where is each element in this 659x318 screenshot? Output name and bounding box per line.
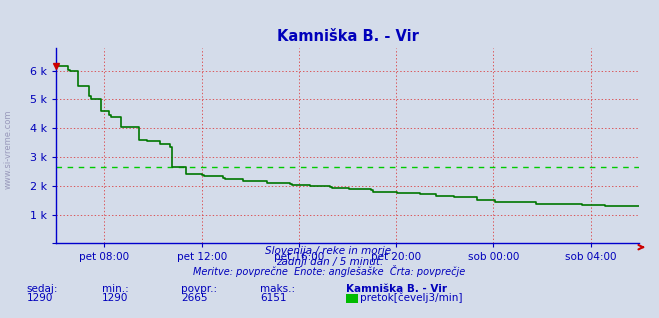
Text: min.:: min.:: [102, 284, 129, 294]
Text: Kamniška B. - Vir: Kamniška B. - Vir: [346, 284, 447, 294]
Text: maks.:: maks.:: [260, 284, 295, 294]
Text: 2665: 2665: [181, 294, 208, 303]
Text: Meritve: povprečne  Enote: anglešaške  Črta: povprečje: Meritve: povprečne Enote: anglešaške Črt…: [193, 265, 466, 277]
Text: www.si-vreme.com: www.si-vreme.com: [3, 110, 13, 189]
Text: sedaj:: sedaj:: [26, 284, 58, 294]
Text: 1290: 1290: [26, 294, 53, 303]
Text: Slovenija / reke in morje.: Slovenija / reke in morje.: [265, 246, 394, 256]
Text: 6151: 6151: [260, 294, 287, 303]
Text: pretok[čevelj3/min]: pretok[čevelj3/min]: [360, 293, 463, 303]
Text: 1290: 1290: [102, 294, 129, 303]
Title: Kamniška B. - Vir: Kamniška B. - Vir: [277, 29, 418, 44]
Text: zadnji dan / 5 minut.: zadnji dan / 5 minut.: [276, 257, 383, 266]
Text: povpr.:: povpr.:: [181, 284, 217, 294]
